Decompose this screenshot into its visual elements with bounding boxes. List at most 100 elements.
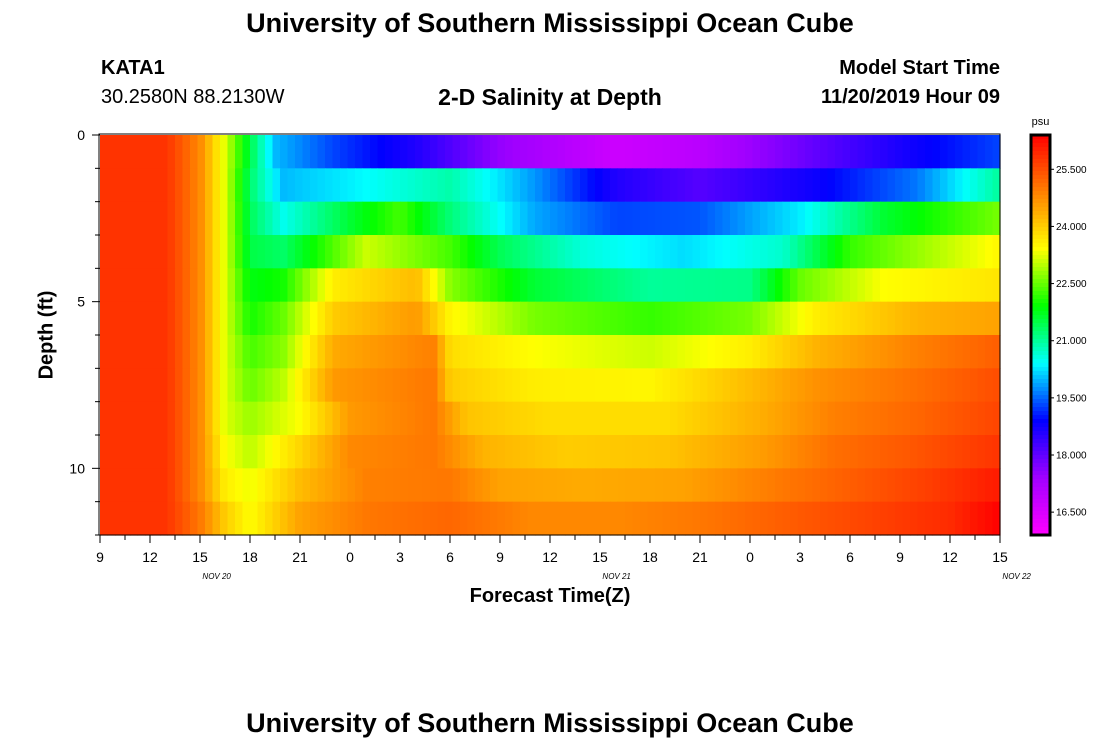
heatmap-cell	[220, 168, 229, 203]
heatmap-cell	[415, 435, 424, 469]
heatmap-cell	[182, 168, 191, 203]
heatmap-cell	[692, 468, 701, 503]
heatmap-cell	[947, 168, 956, 203]
heatmap-cell	[737, 435, 746, 469]
heatmap-cell	[160, 168, 169, 203]
heatmap-cell	[835, 235, 844, 269]
heatmap-cell	[580, 235, 589, 269]
heatmap-cell	[790, 335, 799, 369]
heatmap-cell	[115, 401, 124, 436]
heatmap-cell	[490, 135, 499, 169]
heatmap-cell	[872, 501, 881, 536]
heatmap-cell	[430, 235, 439, 269]
heatmap-cell	[430, 201, 439, 236]
heatmap-cell	[685, 135, 694, 169]
heatmap-cell	[647, 468, 656, 503]
heatmap-cell	[407, 235, 416, 269]
heatmap-cell	[610, 368, 619, 403]
heatmap-cell	[760, 135, 769, 169]
heatmap-cell	[497, 168, 506, 203]
heatmap-cell	[355, 168, 364, 203]
heatmap-cell	[857, 435, 866, 469]
heatmap-cell	[992, 368, 1001, 403]
heatmap-cell	[977, 168, 986, 203]
heatmap-cell	[925, 135, 934, 169]
heatmap-cell	[820, 335, 829, 369]
heatmap-cell	[160, 235, 169, 269]
heatmap-cell	[130, 235, 139, 269]
heatmap-cell	[595, 335, 604, 369]
heatmap-cell	[565, 468, 574, 503]
heatmap-cell	[242, 301, 251, 336]
heatmap-cell	[865, 468, 874, 503]
colorbar-swatch	[1031, 247, 1050, 252]
heatmap-cell	[992, 501, 1001, 536]
heatmap-cell	[107, 201, 116, 236]
heatmap-cell	[647, 368, 656, 403]
heatmap-cell	[437, 468, 446, 503]
heatmap-cell	[745, 368, 754, 403]
heatmap-cell	[737, 401, 746, 436]
heatmap-cell	[557, 501, 566, 536]
heatmap-cell	[212, 135, 221, 169]
heatmap-cell	[460, 468, 469, 503]
heatmap-cell	[820, 468, 829, 503]
heatmap-cell	[197, 368, 206, 403]
heatmap-cell	[985, 468, 994, 503]
heatmap-cell	[970, 435, 979, 469]
heatmap-cell	[347, 235, 356, 269]
heatmap-cell	[370, 401, 379, 436]
heatmap-cell	[970, 268, 979, 303]
heatmap-cell	[265, 301, 274, 336]
heatmap-cell	[137, 268, 146, 303]
colorbar-frame	[1029, 133, 1052, 537]
heatmap-cell	[655, 501, 664, 536]
heatmap-cell	[355, 335, 364, 369]
heatmap-cell	[640, 335, 649, 369]
heatmap-cell	[670, 235, 679, 269]
heatmap-cell	[160, 368, 169, 403]
colorbar-swatch	[1031, 351, 1050, 356]
heatmap-cell	[797, 435, 806, 469]
heatmap-cell	[535, 235, 544, 269]
heatmap-cell	[197, 401, 206, 436]
heatmap-cell	[340, 235, 349, 269]
heatmap-cell	[872, 135, 881, 169]
heatmap-cell	[287, 301, 296, 336]
heatmap-cell	[962, 135, 971, 169]
heatmap-cell	[167, 135, 176, 169]
heatmap-cell	[452, 501, 461, 536]
heatmap-cell	[655, 468, 664, 503]
heatmap-cell	[842, 235, 851, 269]
heatmap-cell	[820, 235, 829, 269]
heatmap-cell	[827, 301, 836, 336]
heatmap-cell	[535, 135, 544, 169]
heatmap-cell	[940, 201, 949, 236]
heatmap-cell	[962, 335, 971, 369]
heatmap-cell	[122, 201, 131, 236]
heatmap-cell	[227, 201, 236, 236]
heatmap-cell	[737, 335, 746, 369]
x-tick-label: 21	[292, 549, 308, 565]
heatmap-cell	[377, 401, 386, 436]
heatmap-cell	[940, 435, 949, 469]
heatmap-cell	[392, 401, 401, 436]
colorbar-swatch	[1031, 243, 1050, 248]
heatmap-cell	[865, 368, 874, 403]
heatmap-cell	[220, 268, 229, 303]
heatmap-cell	[737, 501, 746, 536]
heatmap-cell	[250, 401, 259, 436]
heatmap-cell	[175, 268, 184, 303]
heatmap-cell	[107, 235, 116, 269]
heatmap-cell	[595, 401, 604, 436]
heatmap-cell	[895, 168, 904, 203]
heatmap-cell	[370, 301, 379, 336]
heatmap-cell	[752, 301, 761, 336]
heatmap-cell	[977, 468, 986, 503]
colorbar-swatch	[1031, 155, 1050, 160]
heatmap-cell	[895, 201, 904, 236]
heatmap-cell	[535, 468, 544, 503]
heatmap-cell	[842, 168, 851, 203]
heatmap-cell	[242, 435, 251, 469]
heatmap-cell	[880, 301, 889, 336]
